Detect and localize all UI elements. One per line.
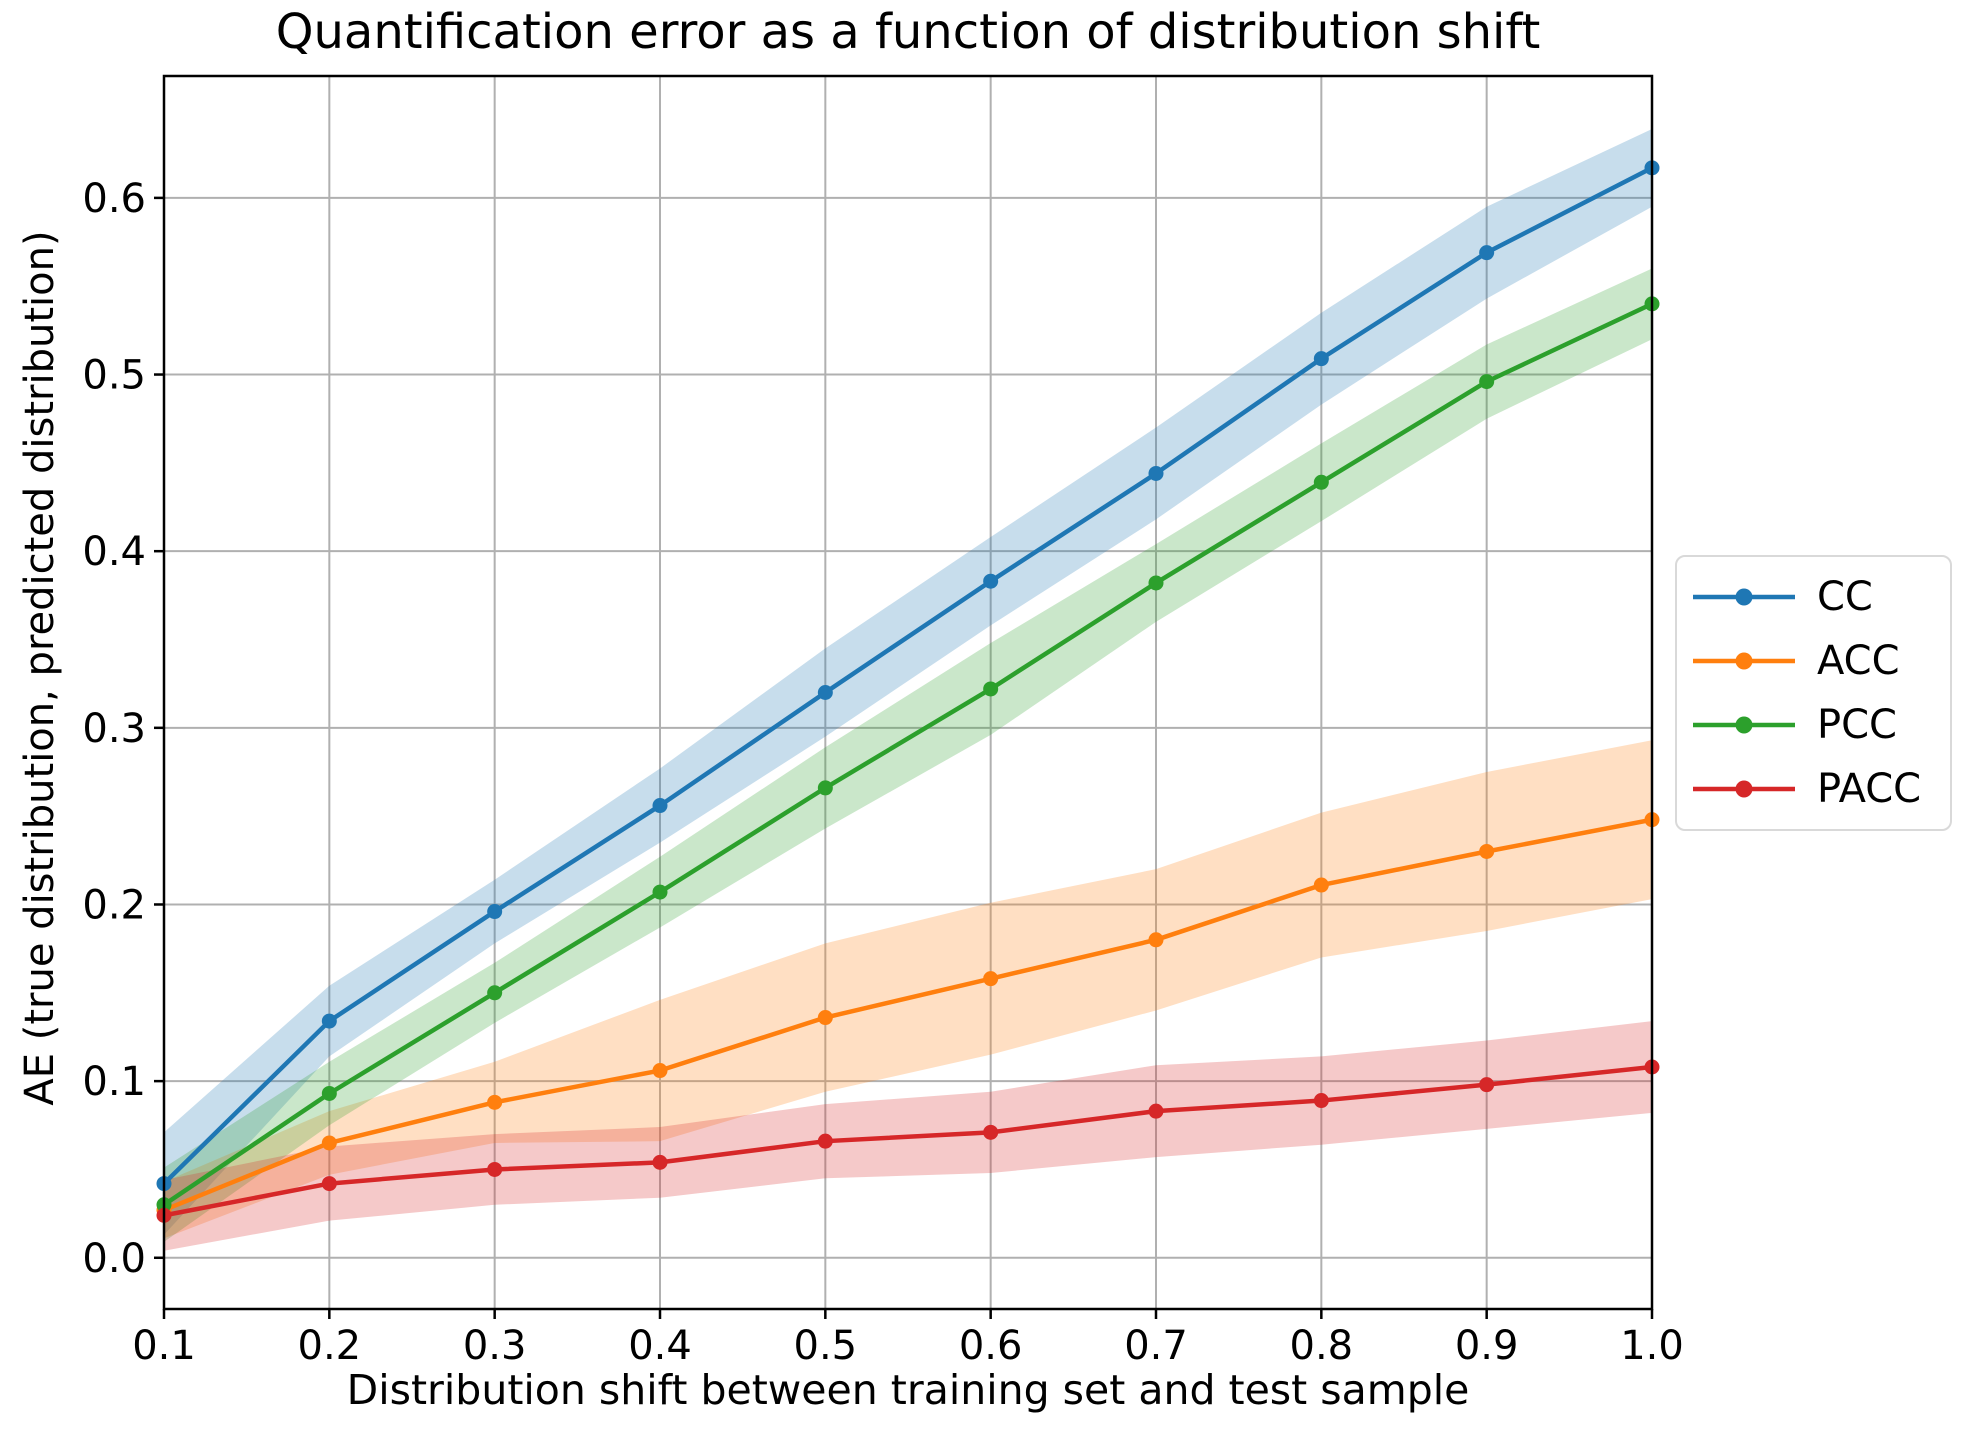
- y-tick-label: 0.2: [82, 882, 146, 928]
- legend-item-ACC: ACC: [1677, 629, 1950, 693]
- x-tick-label: 0.2: [298, 1323, 362, 1369]
- x-tick-label: 0.8: [1290, 1323, 1354, 1369]
- y-tick-label: 0.4: [82, 529, 146, 575]
- x-tick-label: 0.5: [794, 1323, 858, 1369]
- x-tick-label: 0.1: [132, 1323, 196, 1369]
- x-tick-label: 0.4: [628, 1323, 692, 1369]
- legend-line-icon: [1693, 588, 1795, 606]
- axes-frame: [162, 74, 1654, 1311]
- tick-labels: 0.1 0.2 0.3 0.4 0.5 0.6 0.7 0.8 0.9 1.0 0.0 0.1 0.2 0…: [82, 176, 1683, 1369]
- legend-item-PACC: PACC: [1677, 757, 1950, 821]
- series-PACC: [156, 1059, 1660, 1223]
- legend-label: PACC: [1817, 766, 1922, 812]
- legend-line-icon: [1693, 716, 1795, 734]
- x-tick-label: 0.7: [1124, 1323, 1188, 1369]
- chart-title: Quantification error as a function of di…: [275, 4, 1541, 60]
- series-PCC: [156, 296, 1660, 1213]
- legend-item-PCC: PCC: [1677, 693, 1950, 757]
- y-tick-label: 0.5: [82, 353, 146, 399]
- series-ACC: [156, 812, 1660, 1218]
- band-CC: [164, 128, 1652, 1235]
- y-tick-label: 0.6: [82, 176, 146, 222]
- legend-line-icon: [1693, 652, 1795, 670]
- y-axis-label: AE (true distribution, predicted distrib…: [17, 230, 63, 1106]
- legend: CC ACC PCC PACC: [1675, 555, 1952, 831]
- x-tick-label: 1.0: [1620, 1323, 1684, 1369]
- legend-item-CC: CC: [1677, 565, 1950, 629]
- legend-label: ACC: [1817, 638, 1900, 684]
- band-ACC: [164, 740, 1652, 1239]
- legend-label: CC: [1817, 574, 1873, 620]
- y-tick-label: 0.3: [82, 706, 146, 752]
- x-tick-label: 0.9: [1455, 1323, 1519, 1369]
- y-tick-label: 0.1: [82, 1059, 146, 1105]
- x-tick-label: 0.6: [959, 1323, 1023, 1369]
- x-axis-label: Distribution shift between training set …: [346, 1366, 1470, 1414]
- ticks: [154, 196, 1654, 1319]
- legend-label: PCC: [1817, 702, 1897, 748]
- legend-line-icon: [1693, 780, 1795, 798]
- y-tick-label: 0.0: [82, 1236, 146, 1282]
- x-tick-label: 0.3: [463, 1323, 527, 1369]
- band-PCC: [164, 268, 1652, 1242]
